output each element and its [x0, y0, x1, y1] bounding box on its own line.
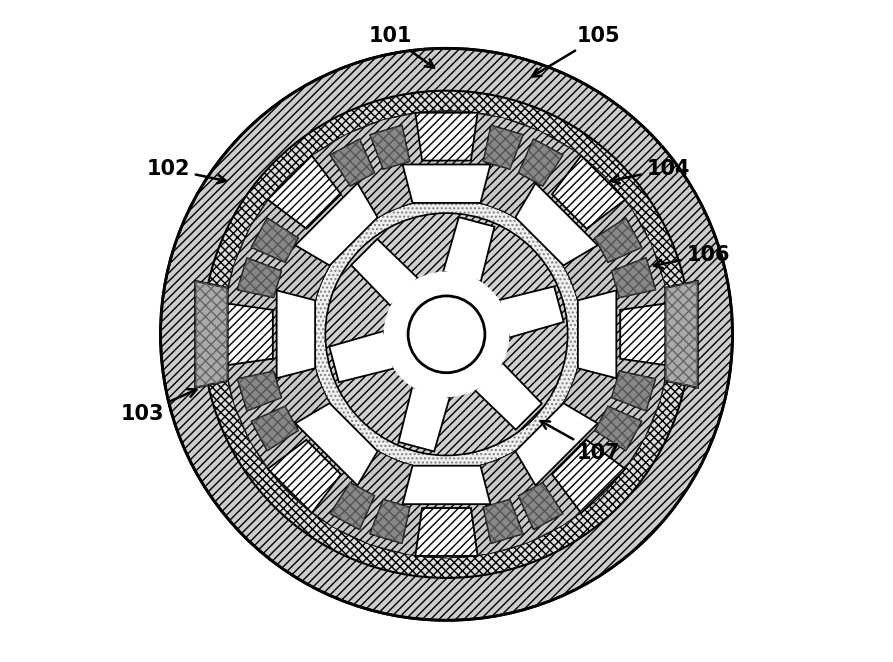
Polygon shape: [251, 406, 298, 451]
Polygon shape: [483, 125, 523, 169]
Polygon shape: [515, 183, 597, 265]
Polygon shape: [499, 287, 563, 338]
Polygon shape: [223, 113, 671, 557]
Polygon shape: [223, 111, 671, 556]
Circle shape: [384, 271, 509, 397]
Circle shape: [161, 48, 732, 620]
Polygon shape: [238, 371, 281, 411]
Text: 104: 104: [611, 159, 690, 183]
Polygon shape: [415, 508, 478, 556]
Polygon shape: [225, 303, 272, 365]
Text: 106: 106: [654, 245, 730, 268]
Polygon shape: [268, 156, 341, 229]
Polygon shape: [351, 239, 418, 306]
Polygon shape: [595, 406, 642, 451]
Polygon shape: [370, 499, 410, 544]
Text: 103: 103: [121, 389, 196, 424]
Polygon shape: [519, 139, 563, 186]
Polygon shape: [515, 403, 597, 485]
Polygon shape: [222, 113, 670, 557]
Polygon shape: [296, 403, 378, 485]
Circle shape: [325, 213, 568, 455]
Circle shape: [222, 111, 671, 558]
Polygon shape: [612, 258, 655, 297]
Polygon shape: [330, 483, 374, 530]
Polygon shape: [578, 291, 616, 378]
Polygon shape: [268, 440, 341, 513]
Polygon shape: [403, 465, 490, 504]
Polygon shape: [612, 371, 655, 411]
Polygon shape: [238, 258, 281, 297]
Polygon shape: [483, 499, 523, 544]
Polygon shape: [330, 139, 374, 186]
Polygon shape: [223, 111, 668, 558]
Polygon shape: [595, 218, 642, 262]
Polygon shape: [222, 111, 670, 556]
Polygon shape: [251, 218, 298, 262]
Polygon shape: [225, 111, 670, 557]
Polygon shape: [277, 291, 315, 378]
Polygon shape: [398, 387, 450, 451]
Circle shape: [408, 296, 485, 373]
Polygon shape: [475, 363, 542, 430]
Polygon shape: [621, 303, 668, 365]
Polygon shape: [223, 111, 668, 557]
Polygon shape: [519, 483, 563, 530]
Polygon shape: [196, 281, 228, 388]
Polygon shape: [370, 125, 410, 169]
Polygon shape: [552, 440, 625, 513]
Circle shape: [203, 91, 690, 578]
Text: 107: 107: [541, 421, 621, 463]
Polygon shape: [415, 113, 478, 161]
Polygon shape: [665, 281, 697, 388]
Polygon shape: [296, 183, 378, 265]
Polygon shape: [443, 217, 495, 281]
Polygon shape: [225, 111, 670, 558]
Text: 102: 102: [146, 159, 226, 183]
Polygon shape: [330, 331, 394, 382]
Text: 105: 105: [532, 26, 621, 77]
Text: 101: 101: [369, 26, 434, 68]
Polygon shape: [403, 164, 490, 203]
Polygon shape: [552, 156, 625, 229]
